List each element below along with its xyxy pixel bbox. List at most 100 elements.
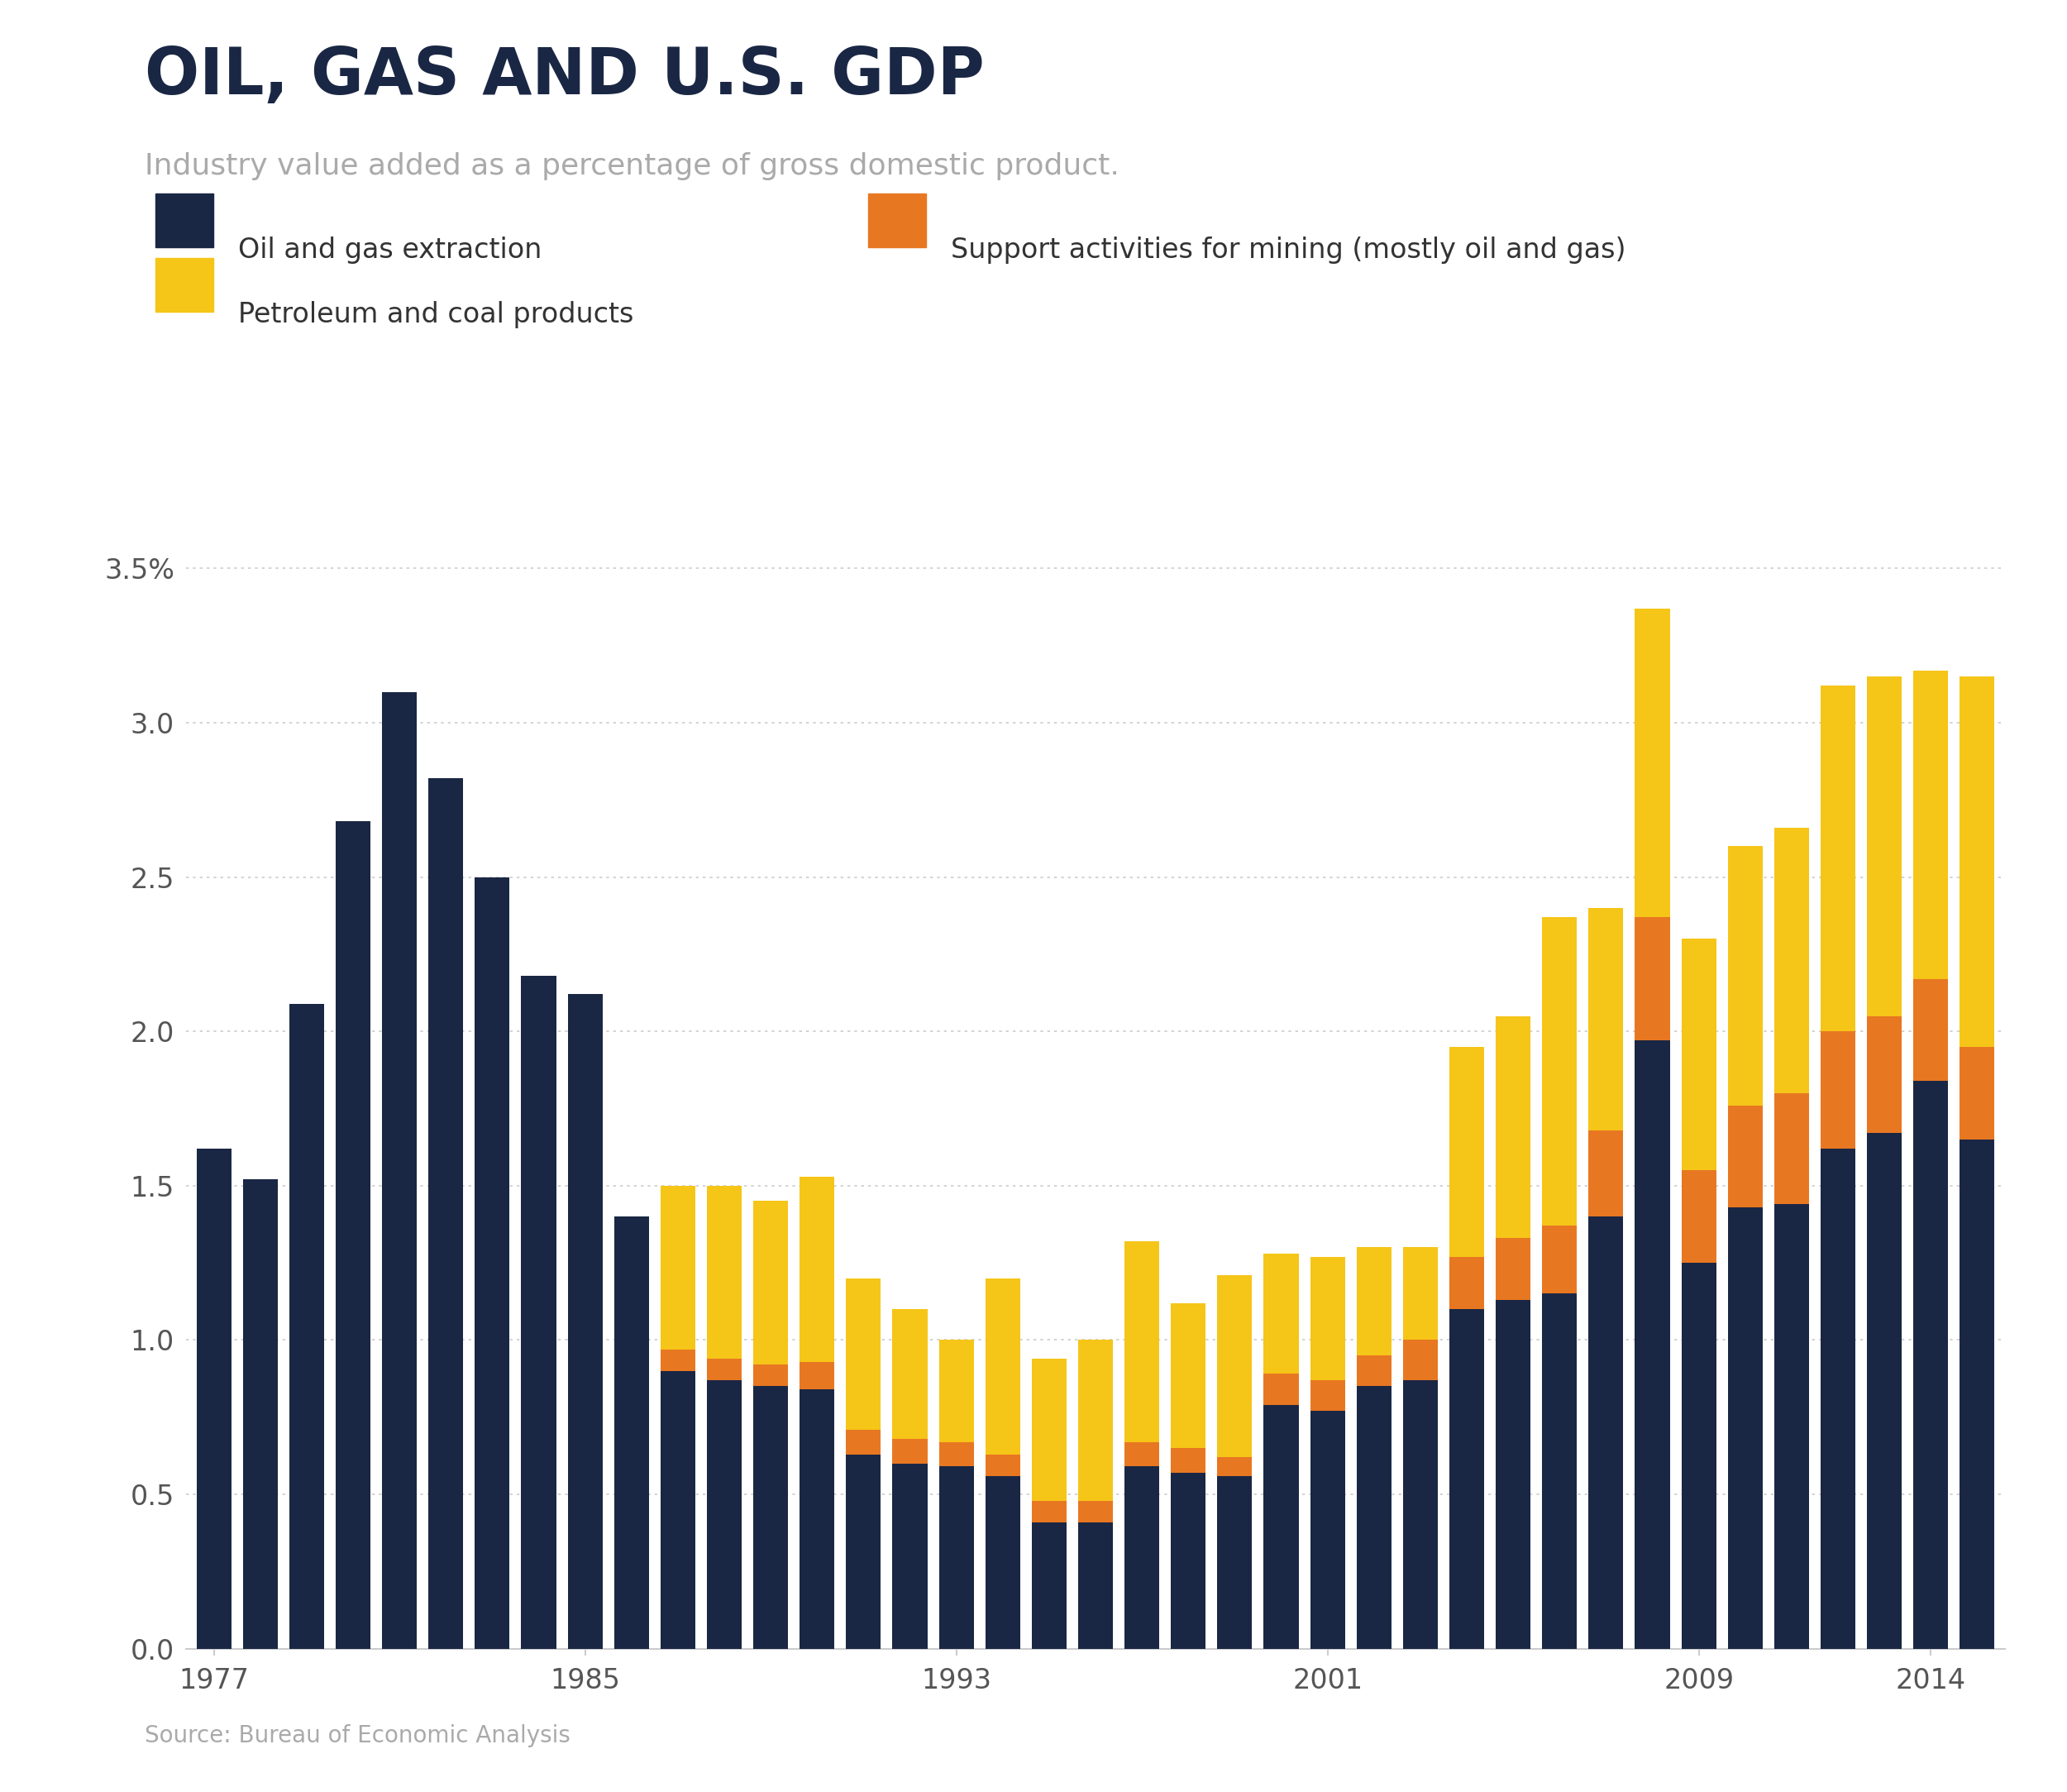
Bar	[1960, 1047, 1995, 1140]
Bar	[1542, 1226, 1577, 1294]
Bar	[1403, 1340, 1439, 1380]
Bar	[475, 876, 511, 1649]
Bar	[1124, 1466, 1160, 1649]
Bar	[938, 1443, 974, 1466]
Bar	[1263, 1374, 1298, 1405]
Bar	[1170, 1448, 1205, 1473]
Bar	[1079, 1521, 1112, 1649]
Bar	[707, 1358, 742, 1380]
Bar	[661, 1186, 695, 1349]
Bar	[1170, 1303, 1205, 1448]
Bar	[707, 1186, 742, 1358]
Bar	[893, 1310, 928, 1439]
Bar	[1867, 1016, 1902, 1133]
Bar	[1217, 1457, 1253, 1477]
Bar	[1773, 828, 1809, 1093]
Bar	[661, 1349, 695, 1371]
Bar	[1590, 1131, 1623, 1217]
Bar	[1773, 1204, 1809, 1649]
Bar	[1821, 1032, 1856, 1149]
Bar	[1124, 1242, 1160, 1443]
Bar	[1728, 1208, 1763, 1649]
Bar	[1403, 1380, 1439, 1649]
Bar	[428, 778, 463, 1649]
Bar	[800, 1362, 835, 1389]
Bar	[1263, 1254, 1298, 1374]
Text: Industry value added as a percentage of gross domestic product.: Industry value added as a percentage of …	[145, 152, 1120, 181]
Bar	[1310, 1380, 1346, 1410]
Bar	[1542, 1294, 1577, 1649]
Bar	[1821, 1149, 1856, 1649]
Bar	[1170, 1473, 1205, 1649]
Bar	[661, 1371, 695, 1649]
Bar	[1497, 1238, 1530, 1299]
Bar	[1590, 909, 1623, 1131]
Bar	[1542, 918, 1577, 1226]
Bar	[568, 995, 601, 1649]
Bar	[1914, 1081, 1947, 1649]
Bar	[1635, 918, 1670, 1041]
Bar	[382, 692, 418, 1649]
Bar	[1867, 1133, 1902, 1649]
Bar	[845, 1430, 881, 1455]
Bar	[614, 1217, 649, 1649]
Bar	[1124, 1443, 1160, 1466]
Bar	[1497, 1016, 1530, 1238]
Text: OIL, GAS AND U.S. GDP: OIL, GAS AND U.S. GDP	[145, 45, 984, 108]
Bar	[196, 1149, 232, 1649]
Bar	[1635, 1041, 1670, 1649]
Bar	[893, 1464, 928, 1649]
Bar	[1497, 1299, 1530, 1649]
Bar	[938, 1340, 974, 1443]
Bar	[1031, 1358, 1067, 1500]
Bar	[289, 1004, 325, 1649]
Bar	[1079, 1500, 1112, 1521]
Bar	[986, 1455, 1021, 1477]
Bar	[845, 1455, 881, 1649]
Text: Petroleum and coal products: Petroleum and coal products	[238, 301, 633, 328]
Bar	[1449, 1256, 1484, 1310]
Bar	[752, 1387, 788, 1649]
Bar	[1310, 1410, 1346, 1649]
Bar	[1356, 1247, 1391, 1355]
Bar	[1680, 939, 1716, 1170]
Bar	[1217, 1477, 1253, 1649]
Bar	[1728, 846, 1763, 1106]
Bar	[1079, 1340, 1112, 1500]
Bar	[938, 1466, 974, 1649]
Bar	[521, 977, 556, 1649]
Bar	[1031, 1500, 1067, 1521]
Bar	[1356, 1355, 1391, 1387]
Bar	[800, 1176, 835, 1362]
Bar	[1728, 1106, 1763, 1208]
Bar	[1960, 676, 1995, 1047]
Bar	[707, 1380, 742, 1649]
Bar	[800, 1389, 835, 1649]
Bar	[1590, 1217, 1623, 1649]
Bar	[244, 1179, 277, 1649]
Text: Oil and gas extraction: Oil and gas extraction	[238, 237, 542, 263]
Bar	[1217, 1276, 1253, 1457]
Bar	[752, 1366, 788, 1387]
Bar	[1263, 1405, 1298, 1649]
Bar	[1867, 677, 1902, 1016]
Bar	[845, 1278, 881, 1430]
Bar	[1821, 686, 1856, 1032]
Text: Support activities for mining (mostly oil and gas): Support activities for mining (mostly oi…	[951, 237, 1627, 263]
Bar	[1680, 1170, 1716, 1263]
Bar	[1914, 978, 1947, 1081]
Bar	[1310, 1256, 1346, 1380]
Bar	[1914, 670, 1947, 978]
Bar	[1773, 1093, 1809, 1204]
Bar	[1403, 1247, 1439, 1340]
Bar	[1960, 1140, 1995, 1649]
Bar	[986, 1278, 1021, 1455]
Bar	[335, 821, 370, 1649]
Text: Source: Bureau of Economic Analysis: Source: Bureau of Economic Analysis	[145, 1724, 570, 1747]
Bar	[1449, 1310, 1484, 1649]
Bar	[752, 1201, 788, 1366]
Bar	[1356, 1387, 1391, 1649]
Bar	[1449, 1047, 1484, 1256]
Bar	[1635, 609, 1670, 918]
Bar	[986, 1477, 1021, 1649]
